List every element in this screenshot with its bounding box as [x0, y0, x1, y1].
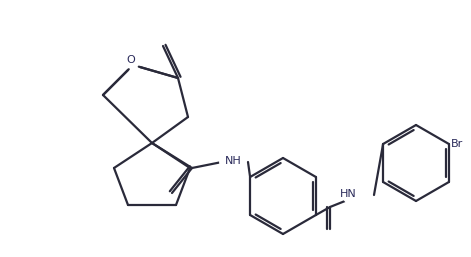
- Text: NH: NH: [225, 156, 242, 166]
- Text: Br: Br: [451, 139, 463, 149]
- Text: O: O: [127, 55, 135, 65]
- Text: HN: HN: [340, 189, 357, 199]
